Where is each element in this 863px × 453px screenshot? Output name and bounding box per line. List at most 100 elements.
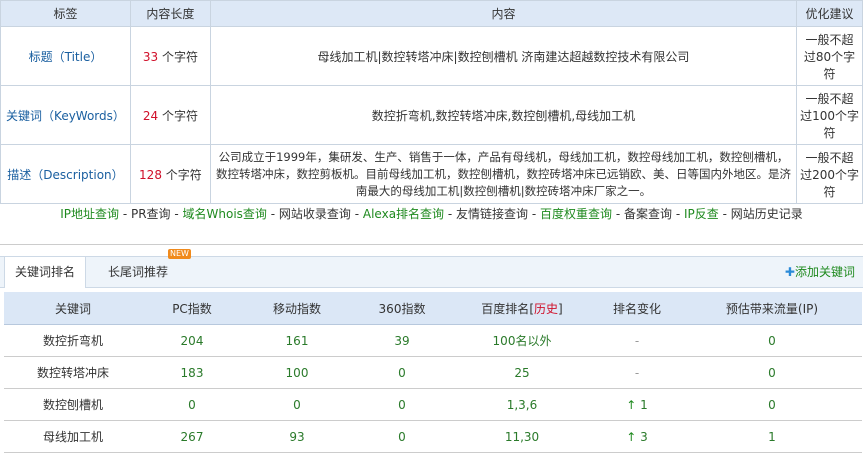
keyword-cell: 数控刨槽机 [4,388,142,421]
length-unit: 个字符 [158,108,198,123]
history-link[interactable]: [历史] [529,301,563,316]
header-pc: PC指数 [142,292,242,325]
meta-content: 数控折弯机,数控转塔冲床,数控刨槽机,母线加工机 [209,85,798,145]
pc-index-cell: 0 [142,388,242,421]
length-unit: 个字符 [158,49,198,64]
tab-longtail[interactable]: 长尾词推荐 [108,265,169,279]
arrow-up-icon: ↑ [626,397,641,412]
meta-advice: 一般不超过100个字符 [796,85,863,145]
meta-length: 33 个字符 [129,26,211,86]
baidu-label: 百度排名 [481,301,530,316]
meta-advice: 一般不超过80个字符 [796,26,863,86]
meta-label: 描述（Description） [0,144,131,204]
length-value: 128 [139,167,162,182]
rank-change-value: 3 [640,429,648,444]
header-traffic: 预估带来流量(IP) [682,292,862,325]
separator: - [612,207,624,221]
header-keyword: 关键词 [4,292,142,325]
mobile-index-cell: 161 [242,324,352,357]
tool-link[interactable]: 域名Whois查询 [182,207,267,221]
tool-link[interactable]: 友情链接查询 [456,207,529,221]
length-unit: 个字符 [161,167,202,182]
separator: - [444,207,457,221]
pc-index-cell: 267 [142,420,242,453]
rank-change-cell: - [592,356,682,389]
baidu-rank-cell: 11,30 [452,420,592,453]
meta-row-description: 描述（Description） 128 个字符 公司成立于1999年，集研发、生… [0,144,863,204]
meta-advice: 一般不超过200个字符 [796,144,863,204]
tool-links: IP地址查询 - PR查询 - 域名Whois查询 - 网站收录查询 - Ale… [0,205,863,223]
rank-change-value: - [634,333,640,348]
add-keyword-label: 添加关键词 [794,265,855,279]
header-label: 标签 [0,0,131,27]
meta-table: 标签 内容长度 内容 优化建议 标题（Title） 33 个字符 母线加工机|数… [0,0,863,204]
separator: - [350,207,363,221]
separator: - [528,207,541,221]
header-mobile: 移动指数 [242,292,352,325]
header-baidu: 百度排名[历史] [452,292,592,325]
meta-content: 公司成立于1999年，集研发、生产、销售于一体，产品有母线机，母线加工机，数控母… [209,144,798,204]
tab-bar: 关键词排名 长尾词推荐 NEW ✚添加关键词 [0,249,863,288]
index-360-cell: 0 [352,388,452,421]
add-keyword-button[interactable]: ✚添加关键词 [785,257,855,287]
keyword-cell: 数控折弯机 [4,324,142,357]
header-content: 内容 [209,0,798,27]
pc-index-cell: 183 [142,356,242,389]
mobile-index-cell: 93 [242,420,352,453]
traffic-cell: 0 [682,388,862,421]
baidu-rank-cell: 1,3,6 [452,388,592,421]
separator: - [119,207,131,221]
meta-length: 24 个字符 [129,85,211,145]
keyword-cell: 数控转塔冲床 [4,356,142,389]
meta-length: 128 个字符 [129,144,211,204]
index-360-cell: 39 [352,324,452,357]
history-text: 历史 [534,301,559,316]
baidu-rank-cell: 100名以外 [452,324,592,357]
tab-keyword-ranking[interactable]: 关键词排名 [4,256,87,288]
tool-link[interactable]: 备案查询 [624,207,673,221]
tool-link[interactable]: Alexa排名查询 [362,207,445,221]
mobile-index-cell: 100 [242,356,352,389]
separator: - [170,207,183,221]
rank-change-value: - [634,365,640,380]
rank-change-value: 1 [640,397,648,412]
rank-change-cell: ↑ 1 [592,388,682,421]
tool-link[interactable]: IP反查 [683,207,719,221]
new-badge: NEW [168,249,191,259]
divider [0,244,863,245]
rank-change-cell: - [592,324,682,357]
separator: - [718,207,731,221]
rank-table: 关键词 PC指数 移动指数 360指数 百度排名[历史] 排名变化 预估带来流量… [4,292,862,453]
meta-label: 标题（Title） [0,26,131,86]
separator: - [266,207,279,221]
plus-icon: ✚ [784,265,795,279]
table-row: 数控折弯机 204 161 39 100名以外 - 0 [4,324,862,357]
arrow-up-icon: ↑ [626,429,641,444]
header-advice: 优化建议 [796,0,863,27]
length-value: 33 [142,49,159,64]
meta-row-keywords: 关键词（KeyWords） 24 个字符 数控折弯机,数控转塔冲床,数控刨槽机,… [0,85,863,145]
index-360-cell: 0 [352,356,452,389]
table-row: 数控转塔冲床 183 100 0 25-0 [4,356,862,389]
meta-label: 关键词（KeyWords） [0,85,131,145]
keyword-cell: 母线加工机 [4,420,142,453]
traffic-cell: 0 [682,324,862,357]
tool-link[interactable]: 百度权重查询 [540,207,613,221]
rank-change-cell: ↑ 3 [592,420,682,453]
traffic-cell: 0 [682,356,862,389]
traffic-cell: 1 [682,420,862,453]
tool-link[interactable]: 网站收录查询 [278,207,351,221]
header-change: 排名变化 [592,292,682,325]
header-360: 360指数 [352,292,452,325]
separator: - [672,207,684,221]
meta-content: 母线加工机|数控转塔冲床|数控刨槽机 济南建达超越数控技术有限公司 [209,26,798,86]
mobile-index-cell: 0 [242,388,352,421]
tool-link[interactable]: 网站历史记录 [730,207,803,221]
meta-row-title: 标题（Title） 33 个字符 母线加工机|数控转塔冲床|数控刨槽机 济南建达… [0,26,863,86]
index-360-cell: 0 [352,420,452,453]
length-value: 24 [142,108,159,123]
tool-link[interactable]: IP地址查询 [60,207,120,221]
tool-link[interactable]: PR查询 [130,207,171,221]
